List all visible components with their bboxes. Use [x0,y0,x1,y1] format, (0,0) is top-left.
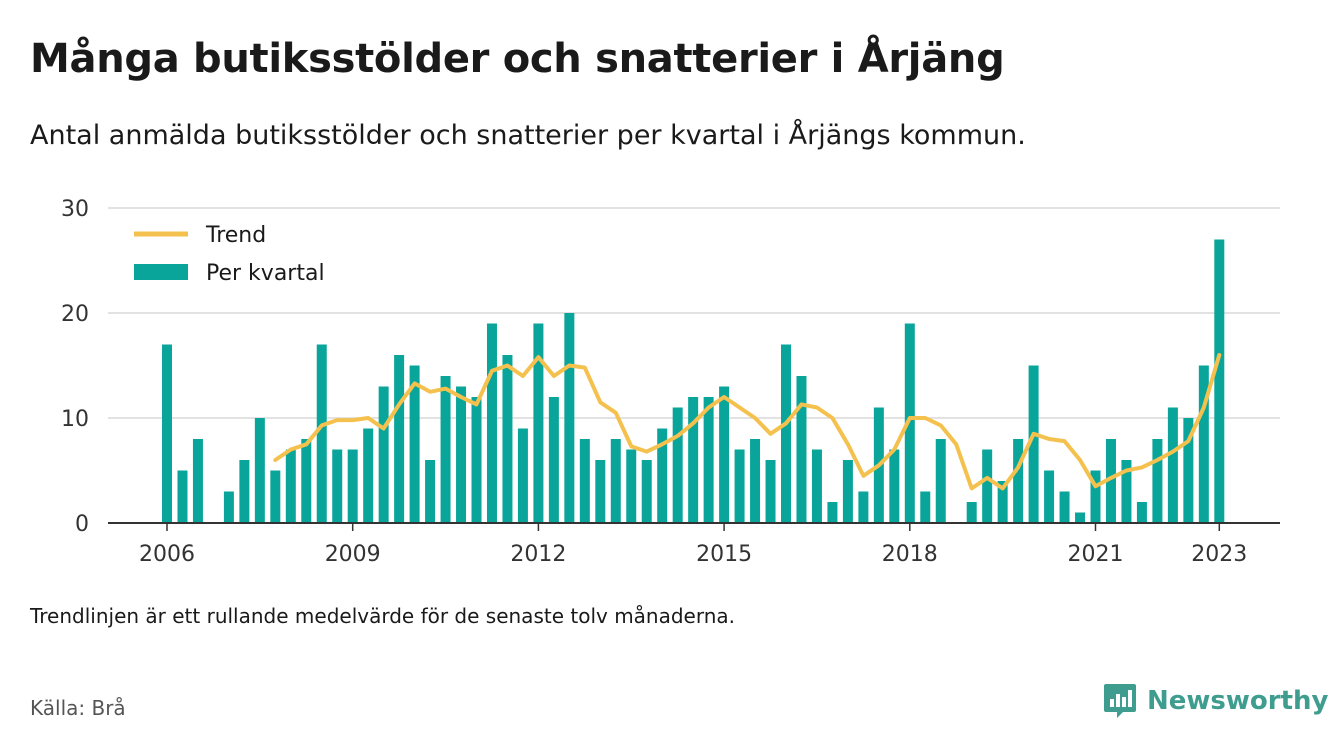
bar [1090,470,1101,523]
bar [440,376,451,523]
bar [672,407,683,523]
bar [626,449,637,523]
brand-name: Newsworthy [1147,686,1329,716]
trend-line [273,353,1222,491]
chart-footnote: Trendlinjen är ett rullande medelvärde f… [30,604,736,628]
legend-swatch-bar [134,264,188,280]
bar [1183,418,1194,523]
bar [517,428,528,523]
bar [579,439,590,523]
bar [657,428,668,523]
bar [935,439,946,523]
legend: Trend Per kvartal [134,223,325,286]
bar [192,439,203,523]
y-tick-label: 30 [61,197,89,222]
bar [1028,365,1039,523]
bar [285,449,296,523]
x-tick-label: 2023 [1191,542,1247,567]
bar [378,386,389,523]
bar [842,460,853,523]
legend-label: Trend [205,223,266,248]
bar [162,344,172,523]
bar [1013,439,1024,523]
bar [223,491,234,523]
bar [688,397,699,523]
gridlines [108,207,1280,419]
bar [997,481,1008,523]
bar [1059,491,1070,523]
y-axis-ticks: 0 10 20 30 [61,197,89,537]
bar [595,460,606,523]
bar [533,323,544,523]
trend-line-group [273,353,1222,491]
bar [254,418,265,523]
y-tick-label: 10 [61,407,89,432]
bar [425,460,436,523]
legend-label: Per kvartal [206,261,325,286]
bar [765,460,776,523]
bar [177,470,188,523]
x-tick-label: 2009 [325,542,381,567]
x-tick-label: 2015 [696,542,752,567]
bar [1198,365,1209,523]
bar [610,439,621,523]
bar [827,502,838,523]
bar [471,397,482,523]
bar [239,460,250,523]
bars [162,239,1225,523]
brand-logo[interactable]: Newsworthy [1103,682,1328,720]
bar [301,439,312,523]
bar [966,502,977,523]
newsworthy-chart-bubble-icon [1104,684,1136,718]
bar [781,344,791,523]
bar [409,365,420,523]
bar [811,449,822,523]
bar [858,491,869,523]
bar [904,323,915,523]
bar [347,449,358,523]
bar [1044,470,1055,523]
bar [486,323,497,523]
bar [1136,502,1147,523]
bar [1214,239,1225,523]
source-credit: Källa: Brå [30,696,126,720]
bar [703,397,714,523]
bar [719,386,730,523]
bar [1075,512,1086,523]
bar [982,449,993,523]
page-subtitle: Antal anmälda butiksstölder och snatteri… [30,120,1026,151]
bar [1105,439,1116,523]
bar [502,355,513,523]
bar [363,428,374,523]
bar [564,313,575,523]
bar [889,449,900,523]
bar [332,449,343,523]
x-tick-label: 2021 [1068,542,1124,567]
page-title: Många butiksstölder och snatterier i Årj… [30,36,1005,82]
bar [456,386,467,523]
y-tick-label: 0 [75,512,89,537]
bar [1167,407,1178,523]
bar [641,460,652,523]
bar [734,449,745,523]
x-tick-label: 2012 [510,542,566,567]
bar [1152,439,1163,523]
y-tick-label: 20 [61,302,89,327]
x-tick-label: 2018 [882,542,938,567]
x-tick-label: 2006 [139,542,195,567]
x-axis: 2006 2009 2012 2015 2018 2021 2023 [108,522,1280,567]
bar [394,355,405,523]
bar [316,344,327,523]
chart: 0 10 20 30 2006 2009 2012 2015 2018 2021 2023 Tre… [61,197,1280,567]
bar [796,376,807,523]
bar [750,439,761,523]
bar [270,470,281,523]
bar [1121,460,1132,523]
bar [920,491,931,523]
bar [548,397,559,523]
